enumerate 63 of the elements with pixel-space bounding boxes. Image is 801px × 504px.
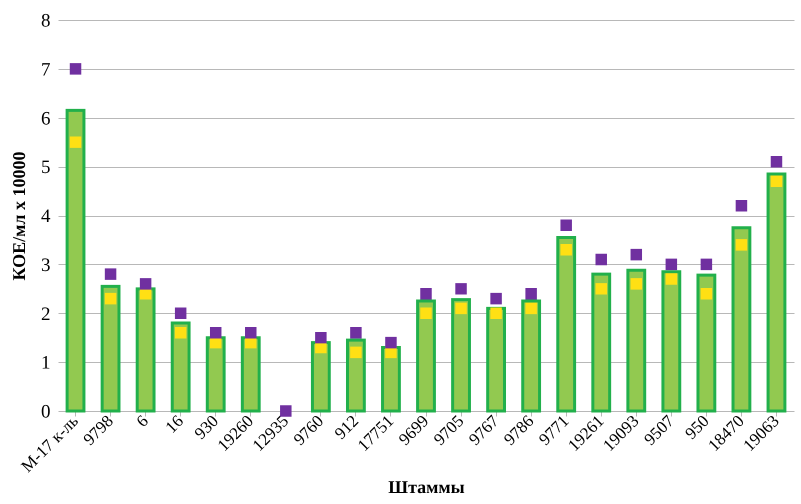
x-tick-label: 6 bbox=[132, 411, 152, 431]
bar bbox=[766, 172, 786, 412]
y-tick-label: 1 bbox=[41, 352, 50, 374]
point bbox=[210, 327, 222, 339]
y-tick-label: 2 bbox=[41, 304, 50, 325]
point bbox=[770, 176, 782, 188]
point bbox=[245, 327, 257, 339]
point bbox=[560, 220, 572, 232]
point bbox=[455, 283, 467, 295]
point bbox=[666, 273, 678, 285]
y-tick-label: 7 bbox=[41, 59, 50, 80]
bar bbox=[591, 272, 612, 412]
point bbox=[700, 258, 712, 270]
point bbox=[525, 288, 537, 300]
point bbox=[420, 288, 432, 300]
bar bbox=[486, 306, 506, 412]
y-tick-label: 3 bbox=[41, 254, 50, 276]
y-tick-label: 0 bbox=[41, 402, 50, 422]
point bbox=[736, 239, 748, 251]
point bbox=[630, 248, 642, 260]
bar bbox=[451, 298, 471, 412]
point bbox=[350, 327, 362, 339]
point bbox=[736, 200, 748, 212]
point bbox=[70, 63, 82, 75]
bar bbox=[170, 322, 191, 412]
point bbox=[595, 254, 607, 266]
bar bbox=[66, 108, 86, 412]
point bbox=[104, 268, 116, 280]
bar bbox=[661, 270, 682, 412]
point bbox=[490, 308, 502, 319]
y-tick-label: 6 bbox=[41, 108, 50, 130]
point bbox=[770, 156, 782, 168]
x-tick-label: 16 bbox=[162, 411, 188, 437]
point bbox=[490, 292, 502, 304]
point bbox=[560, 244, 572, 256]
point bbox=[666, 258, 678, 270]
point bbox=[630, 278, 642, 290]
point bbox=[700, 288, 712, 300]
point bbox=[385, 336, 397, 348]
point bbox=[350, 346, 362, 358]
point bbox=[315, 332, 327, 344]
bar bbox=[626, 268, 646, 412]
bar bbox=[416, 300, 436, 412]
point bbox=[455, 302, 467, 314]
point bbox=[174, 327, 186, 339]
bar bbox=[521, 300, 542, 412]
y-axis-title: КОЕ/мл х 10000 bbox=[9, 152, 29, 280]
point bbox=[420, 308, 432, 319]
point bbox=[595, 283, 607, 295]
x-axis-title: Штаммы bbox=[388, 477, 465, 498]
bar bbox=[696, 274, 716, 412]
bar bbox=[732, 226, 752, 412]
y-tick-label: 4 bbox=[41, 206, 51, 227]
bar bbox=[136, 287, 156, 412]
point bbox=[525, 302, 537, 314]
point bbox=[140, 278, 152, 290]
bar bbox=[556, 236, 576, 412]
point bbox=[174, 308, 186, 319]
bar bbox=[100, 284, 120, 412]
y-tick-label: 5 bbox=[41, 157, 50, 178]
point bbox=[70, 136, 82, 148]
point bbox=[104, 292, 116, 304]
y-tick-label: 8 bbox=[41, 10, 50, 32]
